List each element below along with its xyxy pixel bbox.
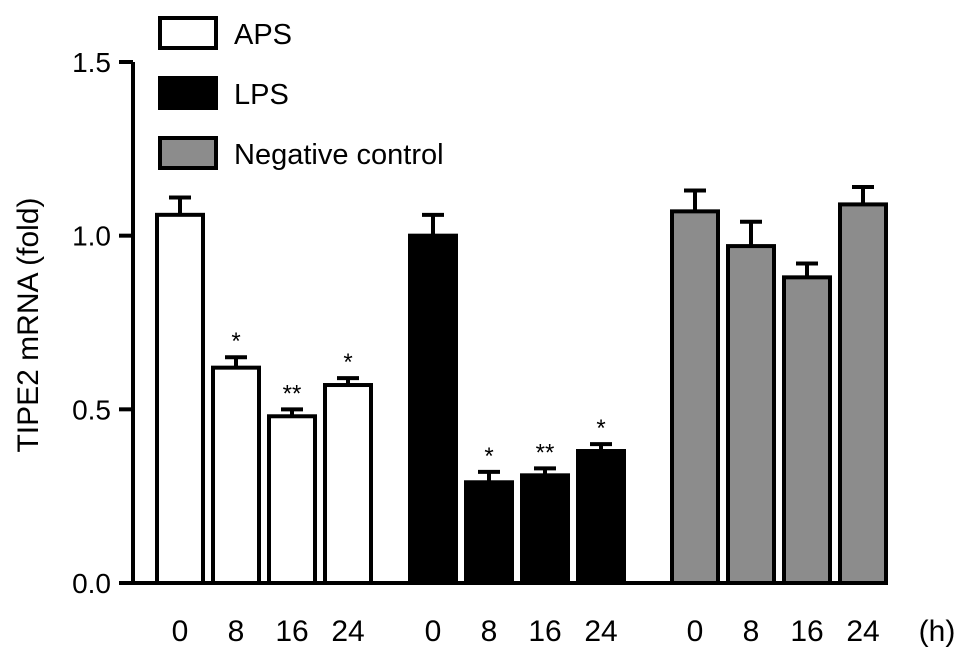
bar bbox=[520, 473, 570, 585]
legend-label: APS bbox=[234, 19, 292, 51]
legend-swatch bbox=[158, 136, 218, 170]
y-tick-label: 1.0 bbox=[72, 221, 111, 252]
y-axis-label: TIPE2 mRNA (fold) bbox=[12, 197, 45, 452]
x-tick-label: 8 bbox=[228, 615, 245, 648]
bar bbox=[726, 244, 776, 585]
x-tick-label: 24 bbox=[846, 615, 879, 648]
x-tick-label: 0 bbox=[687, 615, 704, 648]
bar bbox=[838, 202, 888, 585]
bar bbox=[670, 209, 720, 585]
significance-label: * bbox=[231, 328, 240, 355]
y-tick-label: 0.5 bbox=[72, 394, 111, 425]
bar bbox=[267, 414, 317, 585]
x-tick-label: 24 bbox=[584, 615, 617, 648]
significance-label: ** bbox=[536, 439, 555, 466]
significance-label: * bbox=[596, 415, 605, 442]
bar bbox=[323, 383, 373, 585]
legend-swatch bbox=[158, 16, 218, 50]
bar bbox=[211, 365, 261, 585]
x-tick-label: 24 bbox=[331, 615, 364, 648]
legend-label: Negative control bbox=[234, 139, 444, 171]
bar bbox=[782, 275, 832, 585]
x-axis-unit: (h) bbox=[919, 615, 956, 648]
x-tick-label: 16 bbox=[790, 615, 823, 648]
x-tick-label: 0 bbox=[172, 615, 189, 648]
legend-label: LPS bbox=[234, 79, 289, 111]
bar bbox=[464, 480, 514, 586]
y-tick-label: 0.0 bbox=[72, 568, 111, 599]
legend-swatch bbox=[158, 76, 218, 110]
x-tick-label: 8 bbox=[481, 615, 498, 648]
bar bbox=[576, 449, 626, 585]
bars: 0 * 8 ** 16 * 24 0 * 8 ** 16 * 24 0 8 16 24 bbox=[155, 185, 888, 648]
x-tick-label: 16 bbox=[275, 615, 308, 648]
significance-label: * bbox=[484, 443, 493, 470]
x-tick-label: 8 bbox=[743, 615, 760, 648]
x-tick-label: 16 bbox=[528, 615, 561, 648]
x-tick-label: 0 bbox=[425, 615, 442, 648]
bar bbox=[408, 233, 458, 586]
y-tick-label: 1.5 bbox=[72, 47, 111, 78]
legend: APS LPS Negative control bbox=[158, 16, 444, 171]
significance-label: ** bbox=[283, 380, 302, 407]
bar bbox=[155, 212, 205, 585]
significance-label: * bbox=[343, 349, 352, 376]
